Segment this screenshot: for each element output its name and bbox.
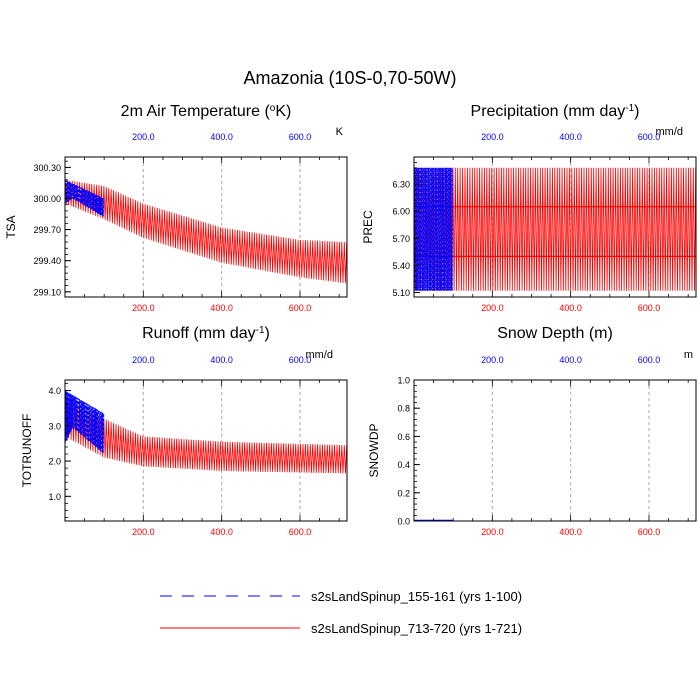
bottom-tick-label: 600.0 bbox=[289, 527, 312, 537]
panel-title-unit: K) bbox=[275, 103, 291, 120]
unit-label: mm/d bbox=[306, 349, 334, 361]
panel-title-close: ) bbox=[265, 325, 270, 342]
y-tick-label: 5.10 bbox=[392, 288, 410, 298]
top-tick-label: 600.0 bbox=[638, 355, 661, 365]
panel-title: Snow Depth (m) bbox=[497, 325, 613, 342]
plot-frame bbox=[413, 379, 697, 522]
bottom-tick-label: 400.0 bbox=[210, 527, 233, 537]
bottom-tick-label: 400.0 bbox=[559, 303, 582, 313]
series-line-blue bbox=[65, 390, 105, 454]
series-line-red bbox=[65, 179, 347, 284]
legend-label-red: s2sLandSpinup_713-720 (yrs 1-721) bbox=[311, 621, 522, 636]
panel-snowdp: Snow Depth (m) m SNOWDP 0.0 0.2 0.4 0.6 0.8 1.0 2… bbox=[367, 325, 697, 537]
bottom-tick-label: 400.0 bbox=[559, 527, 582, 537]
data-area bbox=[65, 390, 347, 474]
panel-title-superscript: o bbox=[270, 103, 276, 114]
top-tick-label: 600.0 bbox=[289, 355, 312, 365]
top-tick-label: 400.0 bbox=[210, 355, 233, 365]
y-tick-label: 299.40 bbox=[33, 256, 61, 266]
series-line-blue bbox=[414, 167, 454, 291]
y-tick-label: 0.6 bbox=[397, 432, 410, 442]
unit-label: mm/d bbox=[656, 126, 684, 138]
bottom-tick-label: 200.0 bbox=[481, 527, 504, 537]
plot-frame bbox=[64, 379, 348, 522]
unit-label: m bbox=[684, 349, 693, 361]
panel-totrunoff: Runoff (mm day-1) mm/d TOTRUNOFF 1.0 2.0 3.0 4… bbox=[20, 325, 348, 537]
top-tick-label: 400.0 bbox=[559, 132, 582, 142]
y-tick-label: 5.70 bbox=[392, 234, 410, 244]
panel-title-close: ) bbox=[634, 103, 639, 120]
top-tick-label: 200.0 bbox=[132, 355, 155, 365]
data-area bbox=[414, 167, 696, 291]
y-tick-label: 300.00 bbox=[33, 194, 61, 204]
plot-frame bbox=[413, 156, 697, 298]
series-line-red bbox=[414, 167, 696, 291]
y-axis-label: PREC bbox=[361, 210, 375, 244]
bottom-tick-label: 400.0 bbox=[210, 303, 233, 313]
y-tick-label: 0.8 bbox=[397, 404, 410, 414]
unit-label: K bbox=[336, 126, 344, 138]
data-area bbox=[65, 179, 347, 284]
top-tick-label: 200.0 bbox=[481, 132, 504, 142]
panel-tsa: 2m Air Temperature (oK) K TSA 299.10 299.40 2… bbox=[4, 103, 348, 313]
y-tick-label: 4.0 bbox=[48, 386, 61, 396]
series-line-blue bbox=[65, 179, 105, 217]
y-tick-label: 1.0 bbox=[397, 376, 410, 386]
top-tick-label: 600.0 bbox=[638, 132, 661, 142]
plot-frame bbox=[64, 156, 348, 298]
y-tick-label: 1.0 bbox=[48, 492, 61, 502]
panel-title: Precipitation (mm day-1) bbox=[471, 103, 640, 121]
top-tick-label: 200.0 bbox=[132, 132, 155, 142]
panel-prec: Precipitation (mm day-1) mm/d PREC 5.10 5.40… bbox=[361, 103, 697, 313]
y-tick-label: 299.10 bbox=[33, 287, 61, 297]
legend-label-blue: s2sLandSpinup_155-161 (yrs 1-100) bbox=[311, 589, 522, 604]
y-tick-label: 0.2 bbox=[397, 488, 410, 498]
top-tick-label: 200.0 bbox=[481, 355, 504, 365]
y-tick-label: 5.40 bbox=[392, 261, 410, 271]
y-axis-label: TOTRUNOFF bbox=[20, 414, 34, 488]
y-tick-label: 2.0 bbox=[48, 457, 61, 467]
series-line-red bbox=[65, 395, 347, 474]
y-tick-label: 3.0 bbox=[48, 421, 61, 431]
y-axis-label: SNOWDP bbox=[367, 424, 381, 478]
y-axis-label: TSA bbox=[4, 215, 18, 238]
y-tick-label: 0.0 bbox=[397, 517, 410, 527]
legend: s2sLandSpinup_155-161 (yrs 1-100) s2sLan… bbox=[160, 589, 522, 636]
panel-title: 2m Air Temperature (oK) bbox=[121, 103, 292, 121]
figure-title: Amazonia (10S-0,70-50W) bbox=[243, 68, 456, 88]
y-tick-label: 300.30 bbox=[33, 163, 61, 173]
panel-title-superscript: -1 bbox=[625, 103, 634, 114]
bottom-tick-label: 200.0 bbox=[132, 527, 155, 537]
y-tick-label: 6.00 bbox=[392, 207, 410, 217]
y-tick-label: 6.30 bbox=[392, 180, 410, 190]
bottom-tick-label: 600.0 bbox=[638, 303, 661, 313]
y-tick-label: 0.4 bbox=[397, 460, 410, 470]
bottom-tick-label: 600.0 bbox=[289, 303, 312, 313]
panel-title-superscript: -1 bbox=[256, 325, 265, 336]
bottom-tick-label: 600.0 bbox=[638, 527, 661, 537]
top-tick-label: 400.0 bbox=[210, 132, 233, 142]
top-tick-label: 600.0 bbox=[289, 132, 312, 142]
bottom-tick-label: 200.0 bbox=[132, 303, 155, 313]
bottom-tick-label: 200.0 bbox=[481, 303, 504, 313]
top-tick-label: 400.0 bbox=[559, 355, 582, 365]
y-tick-label: 299.70 bbox=[33, 225, 61, 235]
panel-title: Runoff (mm day-1) bbox=[142, 325, 270, 343]
